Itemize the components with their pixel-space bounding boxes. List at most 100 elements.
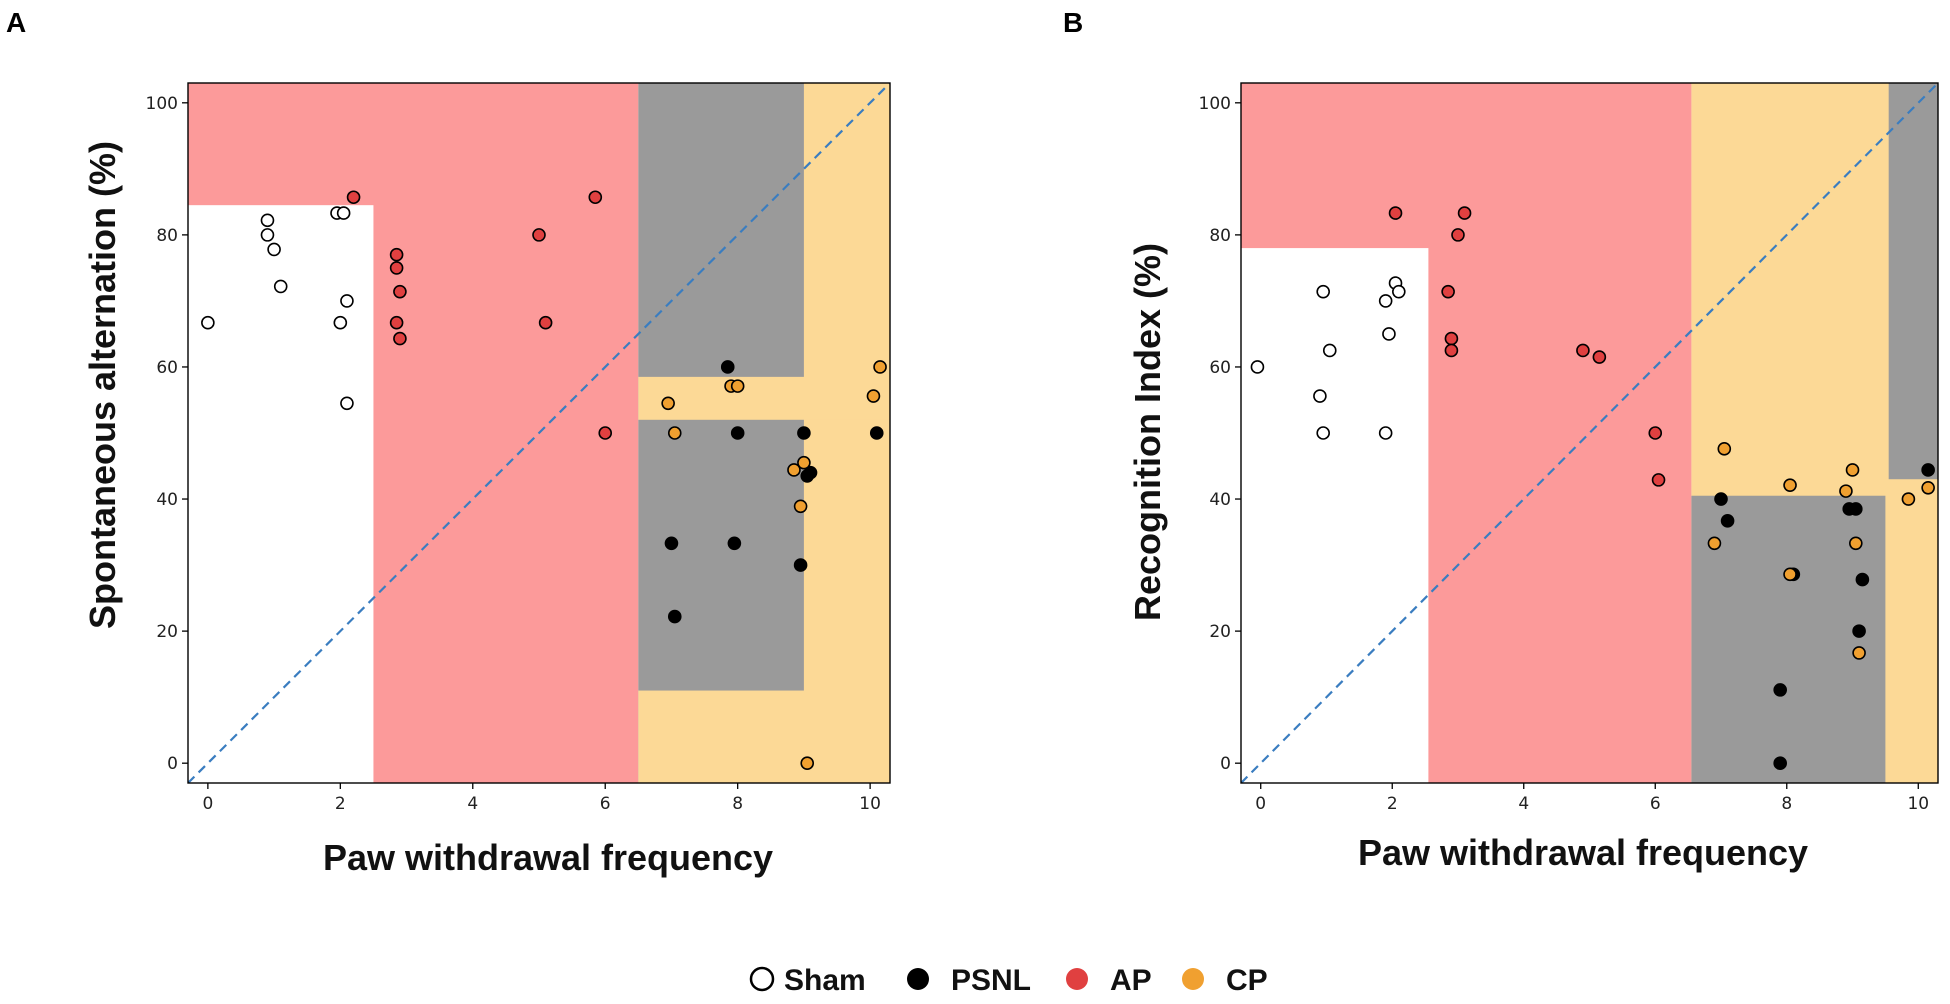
- panel-b-point-cp-1: [1717, 442, 1732, 456]
- panel-b-y-tick-label-3: 60: [1209, 358, 1231, 378]
- legend-marker-sham: [749, 966, 775, 992]
- panel-b-point-sham-6: [1382, 327, 1396, 341]
- panel-a-point-ap-4: [389, 315, 404, 330]
- panel-a-point-ap-2: [389, 261, 404, 275]
- panel-a-point-psnl-0: [664, 536, 679, 551]
- panel-a-y-tick-label-2: 40: [156, 490, 178, 510]
- panel-a-point-ap-0: [346, 190, 361, 205]
- legend-item-sham: Sham: [749, 964, 866, 997]
- panel-a-point-cp-4: [787, 463, 801, 477]
- legend-item-ap: AP: [1066, 964, 1152, 997]
- panel-b-point-psnl-2: [1773, 683, 1787, 697]
- legend-marker-psnl: [907, 968, 929, 990]
- panel-a-point-psnl-4: [730, 426, 745, 440]
- panel-b-point-ap-8: [1648, 426, 1663, 440]
- panel-b-point-cp-0: [1707, 536, 1722, 551]
- panel-b-x-tick-label-5: 10: [1907, 794, 1929, 814]
- panel-b-point-ap-5: [1457, 206, 1472, 220]
- panel-a-region-cp-5: [638, 690, 890, 783]
- panel-b-point-sham-8: [1392, 284, 1406, 299]
- panel-a-point-cp-6: [797, 455, 811, 470]
- panel-a-point-sham-9: [340, 396, 354, 411]
- panel-b-point-cp-9: [1921, 481, 1935, 495]
- panel-a-point-sham-0: [201, 315, 215, 330]
- legend-marker-cp: [1182, 968, 1204, 990]
- legend-label-psnl: PSNL: [951, 964, 1031, 997]
- panel-a-x-tick-label-2: 4: [467, 794, 478, 814]
- panel-a-frame: [187, 82, 891, 784]
- legend-item-psnl: PSNL: [907, 964, 1031, 997]
- legend-marker-ap: [1066, 968, 1088, 990]
- panel-b-point-sham-2: [1316, 426, 1330, 440]
- panel-a-point-ap-8: [588, 190, 603, 205]
- panel-b-point-sham-0: [1250, 360, 1265, 374]
- panel-b-point-ap-2: [1444, 331, 1459, 346]
- panel-a-point-psnl-8: [803, 465, 818, 480]
- panel-b-point-sham-1: [1313, 389, 1327, 403]
- panel-a-x-tick-label-3: 6: [600, 794, 611, 814]
- panel-a-point-sham-6: [336, 206, 351, 220]
- panel-a-point-ap-3: [393, 284, 407, 299]
- panel-a-y-tick-label-3: 60: [156, 358, 178, 378]
- panel-a-point-sham-2: [260, 213, 275, 228]
- panel-b-point-cp-3: [1783, 567, 1797, 582]
- panel-b-y-tick-label-2: 40: [1209, 490, 1231, 510]
- legend-item-cp: CP: [1182, 964, 1268, 997]
- panel-a-x-tick-label-1: 2: [335, 794, 346, 814]
- panel-a-point-psnl-2: [720, 360, 735, 374]
- panel-b-point-cp-5: [1845, 463, 1860, 477]
- panel-a-point-ap-9: [598, 426, 613, 440]
- panel-a-point-ap-7: [538, 315, 553, 330]
- panel-b-point-psnl-0: [1714, 492, 1728, 506]
- panel-a-point-cp-9: [873, 360, 887, 374]
- panel-a-point-sham-3: [267, 242, 281, 257]
- panel-a-x-tick-label-4: 8: [732, 794, 743, 814]
- panel-a-x-tick-label-0: 0: [202, 794, 213, 814]
- panel-b-y-tick-label-5: 100: [1199, 94, 1231, 114]
- panel-a-y-tick-label-4: 80: [156, 226, 178, 246]
- panel-a-point-cp-7: [800, 756, 815, 770]
- panel-b-point-sham-3: [1316, 284, 1330, 299]
- panel-a-point-cp-0: [661, 396, 675, 411]
- panel-a-point-cp-5: [793, 499, 808, 514]
- panel-b-y-tick-label-1: 20: [1209, 622, 1231, 642]
- panel-b-point-psnl-1: [1720, 514, 1735, 528]
- panel-a-diagonal-line: [188, 83, 890, 783]
- panel-a-point-ap-5: [393, 331, 407, 346]
- panel-b-point-cp-8: [1901, 492, 1916, 506]
- legend: Sham PSNL AP CP: [749, 964, 1268, 997]
- panel-b-y-tick-label-4: 80: [1209, 226, 1231, 246]
- panel-b-x-tick-label-3: 6: [1650, 794, 1661, 814]
- panel-a-point-ap-6: [532, 228, 546, 242]
- panel-a-point-sham-4: [273, 279, 288, 294]
- panel-b-point-sham-5: [1378, 294, 1393, 308]
- panel-b-point-psnl-6: [1849, 502, 1863, 516]
- panel-b-point-psnl-3: [1773, 756, 1787, 770]
- panel-a-point-sham-7: [333, 315, 348, 330]
- panel-b-region-psnl-4: [1888, 83, 1938, 480]
- panel-b-point-psnl-8: [1855, 572, 1870, 587]
- panel-b-x-axis-title: Paw withdrawal frequency: [1358, 832, 1808, 873]
- panel-b-point-psnl-9: [1921, 463, 1935, 477]
- panel-b-x-tick-label-0: 0: [1255, 794, 1266, 814]
- panel-b-x-tick-label-2: 4: [1518, 794, 1529, 814]
- panel-a-x-tick-label-5: 10: [859, 794, 881, 814]
- panel-b-point-ap-4: [1451, 228, 1465, 242]
- panel-letter-a: A: [6, 7, 26, 38]
- panel-a-point-psnl-1: [667, 609, 682, 624]
- panel-a-y-tick-label-1: 20: [156, 622, 178, 642]
- panel-b-point-cp-2: [1783, 478, 1797, 492]
- panel-b-point-sham-4: [1322, 343, 1337, 358]
- panel-b-point-psnl-7: [1852, 624, 1866, 638]
- panel-b-y-tick-label-0: 0: [1220, 754, 1231, 774]
- panel-b-clipped: [1241, 83, 1938, 783]
- panel-letter-b: B: [1063, 7, 1083, 38]
- panel-a-y-axis-title: Spontaneous alternation (%): [82, 141, 123, 629]
- panel-b-point-ap-1: [1441, 284, 1455, 299]
- legend-label-cp: CP: [1226, 964, 1268, 997]
- panel-a-point-psnl-5: [797, 426, 811, 440]
